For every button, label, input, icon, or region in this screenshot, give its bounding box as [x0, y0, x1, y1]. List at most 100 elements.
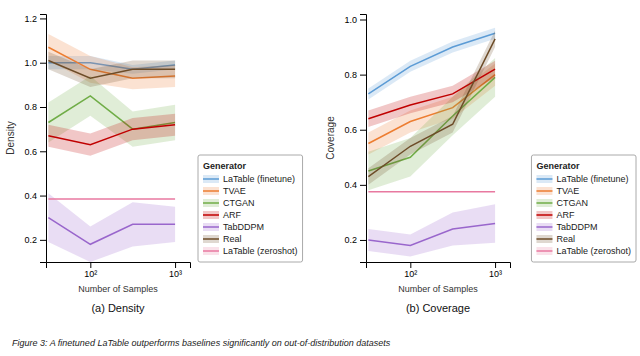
tick: 10³ [169, 262, 182, 279]
tick-mark [40, 196, 46, 197]
axis-domain [40, 15, 47, 263]
tick-label: 0.2 [24, 235, 37, 245]
legend-item: TVAE [203, 186, 246, 196]
legend-frame [531, 155, 636, 262]
tick-label: 1.0 [24, 58, 37, 68]
tick-mark [40, 107, 46, 108]
tick: 10² [84, 262, 97, 279]
line [368, 191, 495, 193]
panel-title: (a) Density [91, 302, 145, 314]
legend-item: LaTable (finetune) [536, 174, 628, 184]
y-axis: 0.2 0.4 0.6 0.8 1.0 [344, 15, 366, 263]
tick-label: 0.4 [24, 191, 37, 201]
legend-swatch [536, 178, 552, 180]
tick-label: 0.4 [344, 180, 357, 190]
tick: 0.8 [24, 102, 46, 112]
legend-item: ARF [203, 210, 242, 220]
tick: 0.6 [344, 125, 366, 135]
x-axis: 10² 10³ [47, 262, 191, 279]
legend-label: CTGAN [556, 198, 588, 208]
legend-swatch [536, 226, 552, 228]
legend-item: TabDDPM [536, 222, 597, 232]
plot-area [368, 28, 495, 257]
y-axis-title: Coverage [325, 116, 336, 160]
legend-swatch [536, 238, 552, 240]
caption: Figure 3: A finetuned LaTable outperform… [12, 338, 391, 348]
legend-swatch [203, 178, 219, 180]
legend-swatch [536, 250, 552, 252]
legend-item: ARF [536, 210, 575, 220]
legend-label: TabDDPM [556, 222, 597, 232]
tick-label: 10³ [489, 269, 502, 279]
tick-label: 1.2 [24, 14, 37, 24]
tick-label: 10³ [169, 269, 182, 279]
band [48, 198, 175, 199]
tick: 10² [404, 262, 417, 279]
tick-mark [40, 240, 46, 241]
tick-label: 10² [84, 269, 97, 279]
y-axis: 0.2 0.4 0.6 0.8 1.0 1.2 [24, 14, 46, 263]
band [48, 114, 175, 156]
tick: 1.0 [24, 58, 46, 68]
line [48, 198, 175, 200]
legend-swatch-band [203, 199, 219, 207]
line [368, 39, 495, 177]
legend-swatch [203, 226, 219, 228]
legend-title: Generator [203, 161, 247, 171]
legend-item: TabDDPM [203, 222, 264, 232]
axis-domain [360, 15, 367, 263]
tick-label: 0.8 [24, 102, 37, 112]
x-axis: 10² 10³ [367, 262, 511, 279]
legend-swatch [203, 214, 219, 216]
legend-swatch [536, 190, 552, 192]
axis-domain [367, 263, 511, 269]
line [48, 218, 175, 245]
legend-label: Real [223, 234, 242, 244]
legend-label: LaTable (zeroshot) [223, 246, 298, 256]
tick-mark [360, 185, 366, 186]
band [48, 34, 175, 89]
legend-label: LaTable (finetune) [223, 174, 295, 184]
tick-mark [175, 262, 176, 268]
tick: 0.8 [344, 70, 366, 80]
band [368, 204, 495, 256]
line [48, 125, 175, 145]
tick-mark [410, 262, 411, 268]
legend-swatch-band [203, 211, 219, 219]
tick: 0.2 [344, 235, 366, 245]
tick-mark [360, 20, 366, 21]
legend-swatch-band [536, 211, 552, 219]
legend-item: LaTable (zeroshot) [203, 246, 298, 256]
tick-label: 0.8 [344, 70, 357, 80]
legend-title: Generator [536, 161, 580, 171]
tick: 0.2 [24, 235, 46, 245]
tick: 0.6 [24, 147, 46, 157]
legend-label: TVAE [223, 186, 246, 196]
panel: 10²10³0.20.40.60.81.0Number of SamplesCo… [325, 15, 636, 315]
plot-area [48, 34, 175, 262]
legend-swatch-band [536, 223, 552, 231]
legend-swatch-band [203, 223, 219, 231]
legend-item: LaTable (finetune) [203, 174, 295, 184]
legend-label: ARF [556, 210, 575, 220]
legend-label: TVAE [556, 186, 579, 196]
x-axis-title: Number of Samples [78, 284, 158, 294]
tick-mark [360, 130, 366, 131]
tick-mark [360, 240, 366, 241]
band [48, 52, 175, 87]
legend-swatch [203, 202, 219, 204]
legend-swatch-band [536, 187, 552, 195]
legend-swatch-band [203, 235, 219, 243]
legend-item: TVAE [536, 186, 579, 196]
tick-mark [40, 18, 46, 19]
legend-swatch [536, 202, 552, 204]
tick: 0.4 [24, 191, 46, 201]
legend-label: ARF [223, 210, 242, 220]
legend-item: CTGAN [536, 198, 588, 208]
tick-label: 0.6 [344, 125, 357, 135]
legend-swatch-band [536, 247, 552, 255]
tick-mark [40, 151, 46, 152]
tick: 1.0 [344, 15, 366, 25]
band [48, 193, 175, 262]
legend-item: Real [203, 234, 242, 244]
